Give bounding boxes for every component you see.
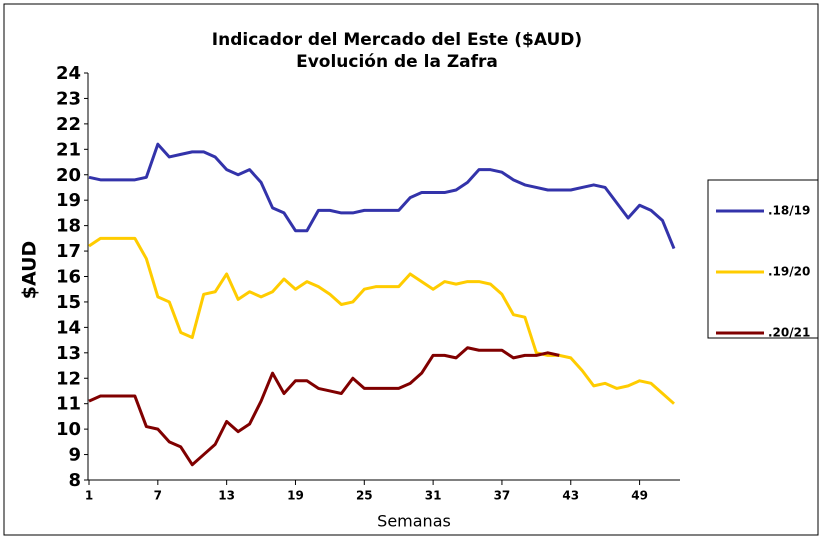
chart-frame <box>3 3 819 536</box>
x-tick-label: 1 <box>85 489 93 503</box>
chart-title: Indicador del Mercado del Este ($AUD) <box>212 30 582 50</box>
y-tick-label: 13 <box>56 343 81 364</box>
series-line <box>88 142 676 250</box>
y-tick-label: 15 <box>56 292 81 313</box>
y-tick-label: 21 <box>56 139 81 160</box>
series-line <box>88 346 560 467</box>
x-tick-label: 31 <box>425 489 442 503</box>
x-tick-label: 49 <box>631 489 648 503</box>
x-tick-label: 25 <box>356 489 373 503</box>
legend-label: .19/20 <box>768 265 810 279</box>
y-tick-label: 22 <box>56 114 81 135</box>
x-tick-label: 37 <box>494 489 511 503</box>
y-tick-label: 19 <box>56 190 81 211</box>
x-tick-label: 7 <box>154 489 162 503</box>
y-tick-label: 9 <box>68 445 81 466</box>
x-axis-label: Semanas <box>377 512 451 531</box>
x-tick-label: 43 <box>562 489 579 503</box>
y-tick-label: 23 <box>56 88 81 109</box>
legend-label: .18/19 <box>768 204 810 218</box>
y-tick-label: 18 <box>56 216 81 237</box>
y-tick-label: 12 <box>56 368 81 389</box>
x-tick-label: 19 <box>287 489 304 503</box>
y-tick-label: 16 <box>56 267 81 288</box>
y-axis-label: $AUD <box>19 241 41 300</box>
chart-subtitle: Evolución de la Zafra <box>296 52 498 72</box>
y-tick-label: 10 <box>56 419 81 440</box>
y-tick-label: 8 <box>68 470 81 491</box>
legend-box <box>707 179 819 339</box>
y-tick-label: 11 <box>56 394 81 415</box>
series-line <box>88 236 675 405</box>
y-tick-label: 24 <box>56 63 81 84</box>
legend-label: .20/21 <box>768 326 810 340</box>
y-tick-label: 17 <box>56 241 81 262</box>
x-tick-label: 13 <box>218 489 235 503</box>
y-tick-label: 20 <box>56 165 81 186</box>
y-tick-label: 14 <box>56 317 81 338</box>
